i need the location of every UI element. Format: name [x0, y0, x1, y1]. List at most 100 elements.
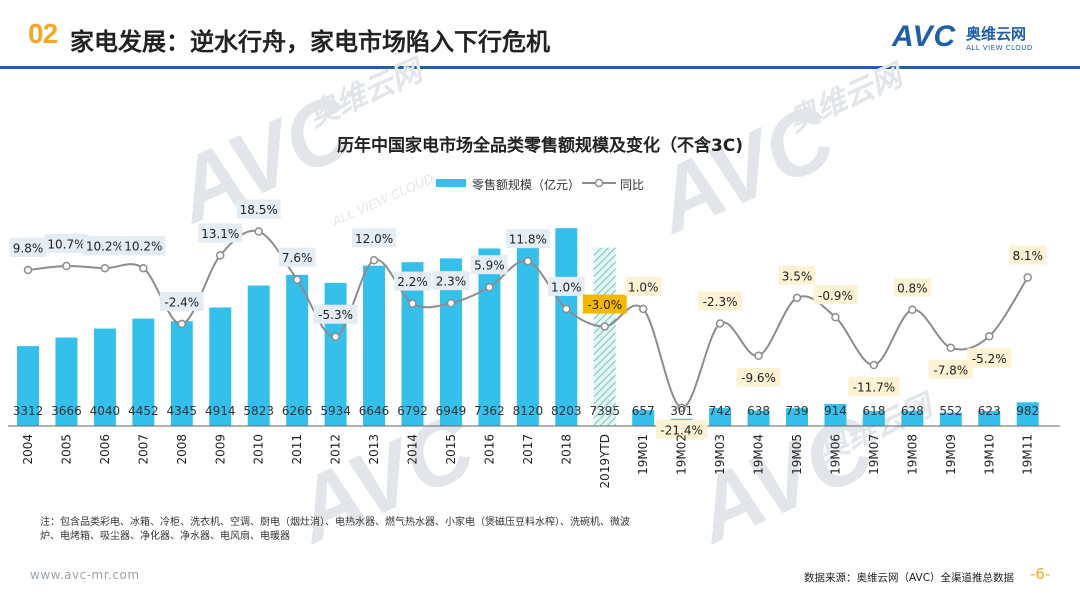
footnote: 注：包含品类彩电、冰箱、冷柜、洗衣机、空调、厨电（烟灶消）、电热水器、燃气热水器… [40, 517, 630, 542]
bar-value-label: 6949 [436, 404, 467, 418]
x-tick-label: 19M01 [636, 434, 650, 475]
yoy-value-label: -2.4% [164, 295, 199, 309]
bar-2019ytd [593, 247, 616, 426]
bar-value-label: 3666 [51, 404, 82, 418]
yoy-point [562, 304, 571, 314]
yoy-point [331, 332, 340, 341]
logo-cn-text: 奥维云网 [966, 25, 1027, 43]
x-tick-label: 2013 [367, 434, 381, 465]
bar-value-label: 623 [978, 404, 1001, 418]
bar [170, 321, 193, 426]
bar [209, 307, 232, 426]
bar-value-label: 657 [632, 404, 655, 418]
yoy-label-bg [624, 276, 662, 296]
x-tick-label: 2015 [444, 434, 458, 465]
yoy-label-bg [848, 377, 900, 397]
x-tick-label: 2016 [482, 434, 496, 465]
yoy-point [254, 227, 263, 236]
yoy-value-label: 10.2% [124, 240, 162, 254]
bar [401, 262, 424, 426]
yoy-label-bg [394, 271, 431, 291]
yoy-value-label: -11.7% [853, 381, 895, 395]
bar-value-label: 552 [939, 404, 962, 418]
website-link[interactable]: www.avc-mr.com [30, 568, 140, 582]
x-tick-label: 2004 [21, 434, 35, 465]
bar [439, 258, 462, 426]
yoy-value-label: 7.6% [282, 251, 313, 265]
page-number: -6- [1030, 565, 1051, 583]
yoy-label-bg [82, 236, 127, 256]
bar [93, 328, 116, 426]
yoy-label-bg [967, 348, 1012, 368]
bar [55, 337, 78, 426]
bar [632, 410, 655, 426]
x-tick-label: 2019YTD [598, 434, 612, 488]
bar [1016, 402, 1039, 426]
yoy-value-label: -9.6% [741, 371, 776, 385]
bar [286, 274, 309, 426]
bar-value-label: 4040 [90, 404, 121, 418]
yoy-label-bg [9, 237, 47, 257]
yoy-value-label: 2.2% [397, 275, 428, 289]
yoy-label-bg [736, 367, 781, 387]
yoy-label-bg [813, 285, 858, 305]
x-tick-label: 2005 [59, 434, 73, 465]
yoy-point [523, 256, 533, 266]
legend-bar-label: 零售额规模（亿元） [472, 178, 581, 192]
avc-logo: AVC 奥维云网 ALL VIEW CLOUD [892, 20, 1062, 60]
bar-value-label: 628 [901, 404, 924, 418]
yoy-label-bg [432, 271, 470, 291]
yoy-label-bg [278, 247, 316, 267]
yoy-point [600, 322, 609, 331]
yoy-label-bg [547, 276, 585, 296]
yoy-value-label: -2.3% [703, 295, 738, 309]
bar-value-label: 3312 [13, 404, 44, 418]
bar-value-label: 301 [670, 404, 693, 418]
yoy-label-bg [582, 294, 627, 314]
yoy-value-label: -0.9% [818, 289, 853, 303]
legend-line-swatch [582, 178, 616, 188]
bar [786, 408, 808, 426]
x-tick-label: 19M03 [713, 434, 727, 475]
yoy-point [23, 265, 33, 275]
bar [516, 230, 539, 426]
bar [862, 411, 885, 426]
yoy-value-label: 3.5% [782, 269, 813, 283]
yoy-label-bg [44, 234, 89, 254]
bar [747, 410, 770, 426]
x-tick-label: 19M07 [867, 434, 881, 475]
x-tick-label: 19M08 [905, 434, 919, 475]
yoy-value-label: 5.9% [474, 259, 505, 273]
x-tick-label: 19M06 [828, 434, 842, 475]
yoy-value-label: -21.4% [660, 423, 702, 437]
x-tick-label: 19M11 [1021, 434, 1035, 475]
yoy-point [831, 313, 840, 322]
yoy-point [485, 282, 494, 292]
x-tick-label: 2011 [290, 434, 304, 465]
header: 02 家电发展：逆水行舟，家电市场陷入下行危机 AVC 奥维云网 ALL VIE… [0, 0, 1080, 72]
yoy-label-bg [928, 359, 973, 379]
logo-en-text: ALL VIEW CLOUD [966, 44, 1033, 52]
yoy-value-label: 12.0% [355, 232, 393, 246]
yoy-point [62, 261, 71, 271]
legend-line-label: 同比 [620, 178, 645, 192]
bar-value-label: 6646 [359, 404, 390, 418]
x-tick-label: 2007 [136, 434, 150, 465]
bar-value-label: 4914 [205, 404, 236, 418]
x-tick-label: 19M09 [944, 434, 958, 475]
yoy-value-label: -5.2% [972, 352, 1007, 366]
yoy-label-bg [236, 199, 281, 219]
chart-title: 历年中国家电市场全品类零售额规模及变化（不含3C) [336, 136, 744, 156]
yoy-value-label: 2.3% [436, 275, 467, 289]
yoy-value-label: 0.8% [897, 281, 928, 295]
bar [901, 410, 924, 426]
yoy-point [446, 298, 456, 308]
yoy-value-label: -7.8% [933, 363, 968, 377]
yoy-label-bg [656, 419, 708, 439]
x-tick-label: 2008 [175, 434, 189, 465]
bar-value-label: 7395 [589, 404, 620, 418]
x-tick-label: 2006 [98, 434, 112, 465]
yoy-value-label: 13.1% [201, 227, 239, 241]
yoy-label-bg [471, 255, 508, 275]
